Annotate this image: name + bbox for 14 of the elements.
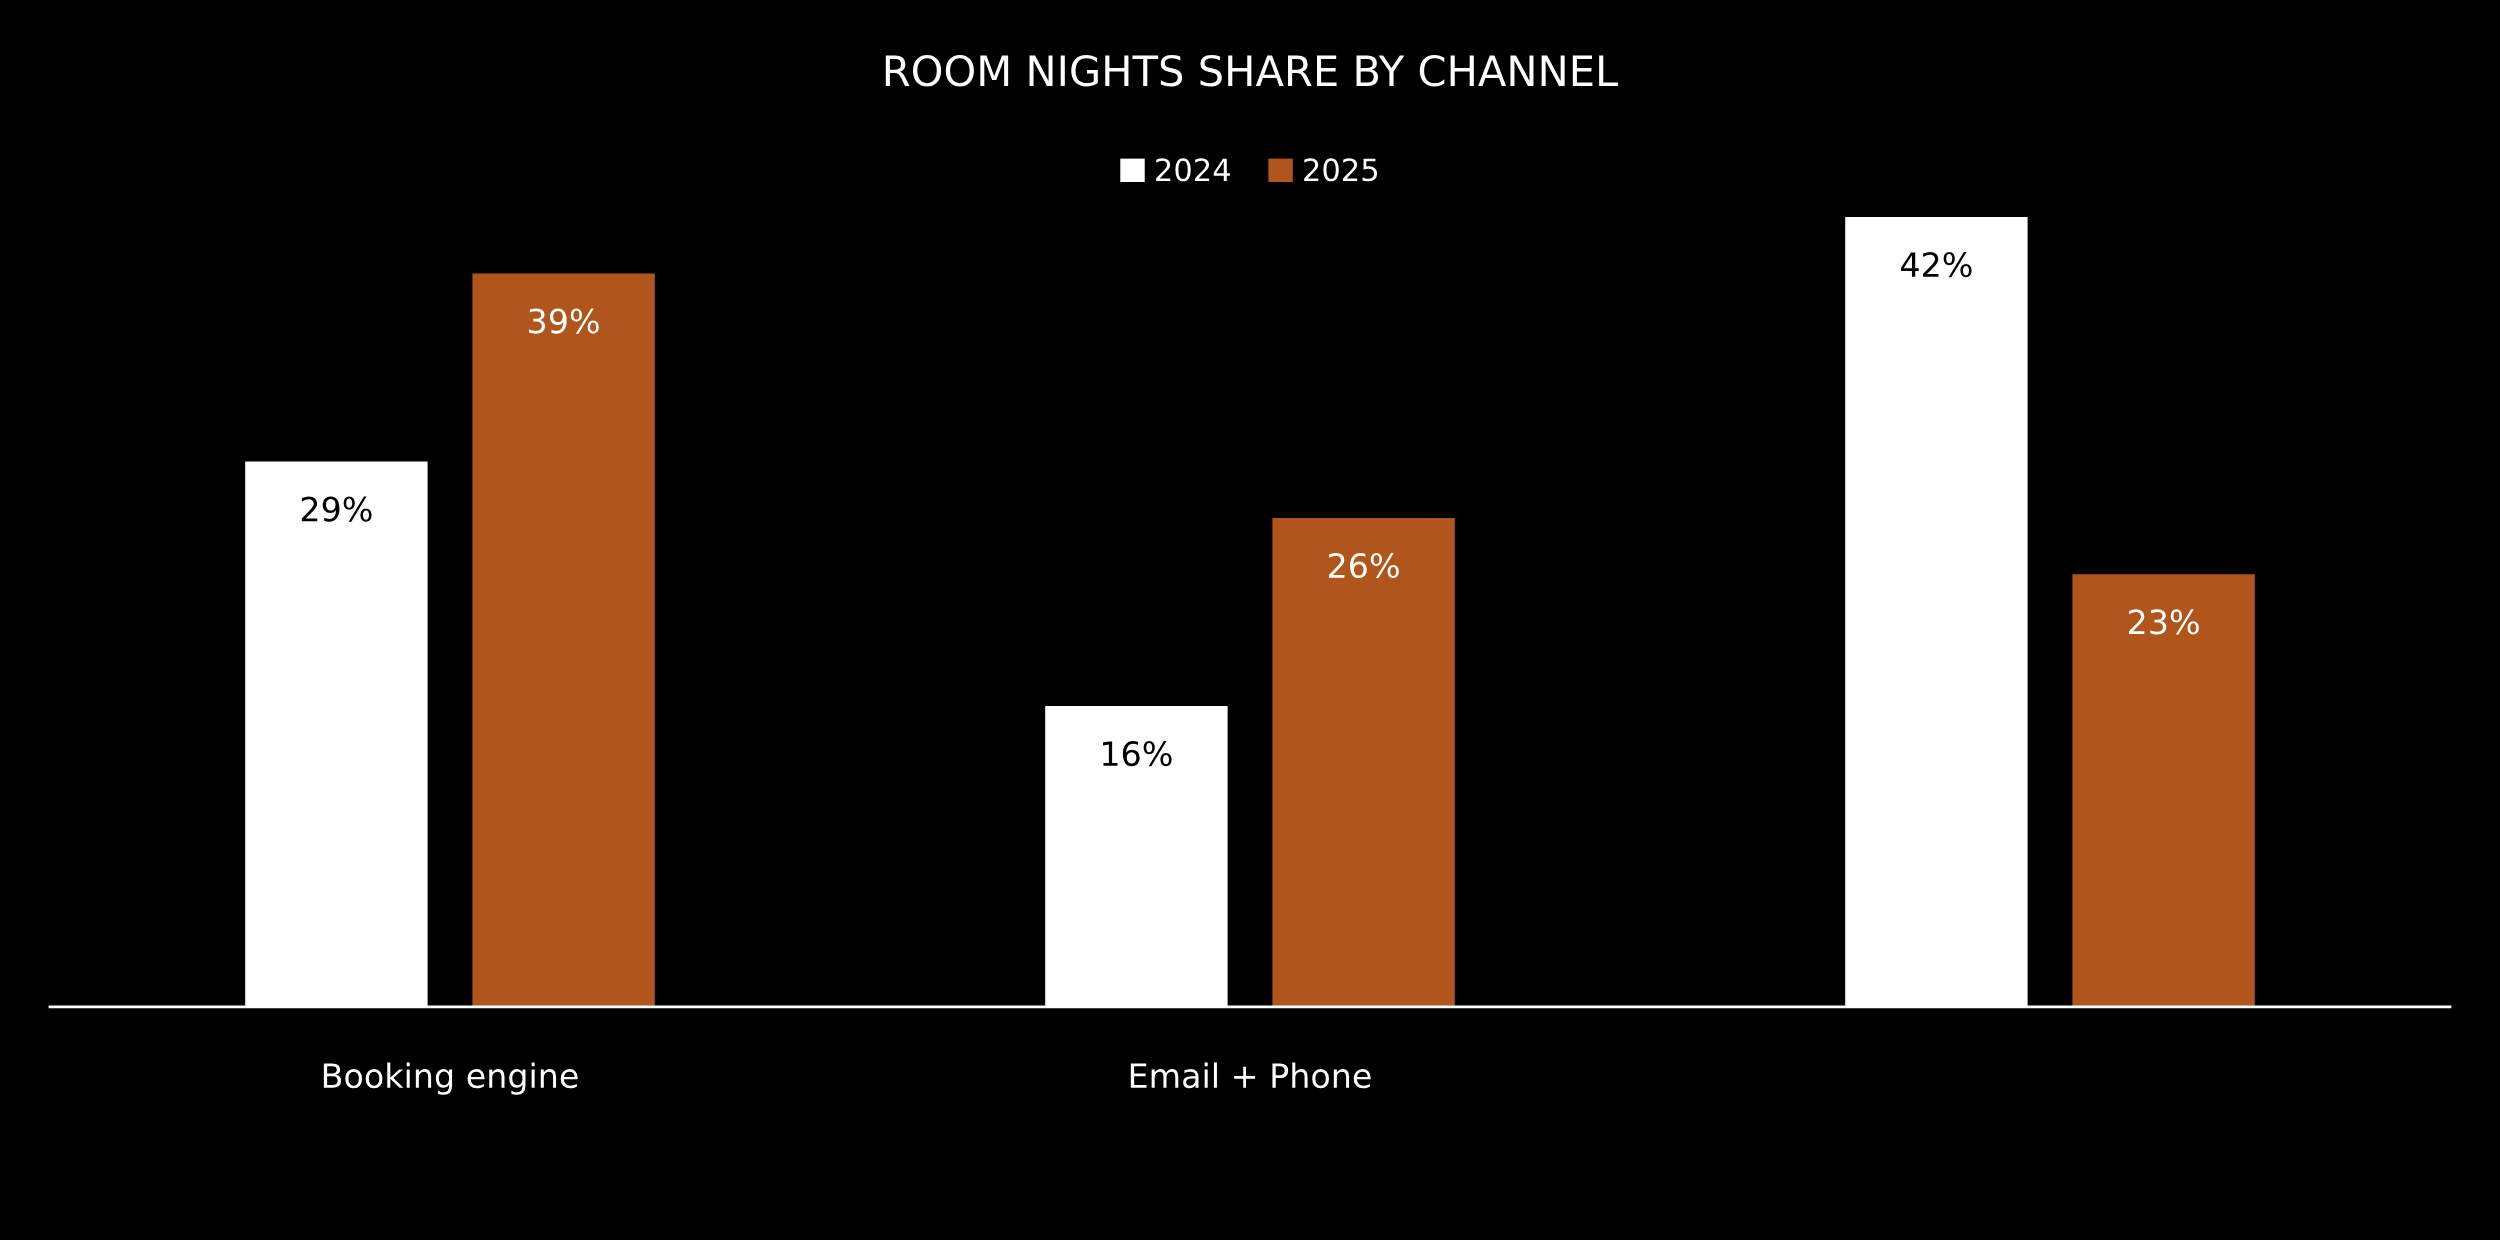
x-tick-label: Booking engine <box>323 1062 578 1095</box>
chart-title: ROOM NIGHTS SHARE BY CHANNEL <box>885 54 1619 87</box>
data-label: 29% <box>301 496 372 522</box>
legend-label: 2024 <box>1156 158 1230 182</box>
bar <box>2072 574 2255 1007</box>
legend-label: 2025 <box>1304 158 1378 182</box>
bar <box>1272 517 1455 1007</box>
data-label: 23% <box>2129 609 2199 635</box>
data-label: 26% <box>1329 552 1399 579</box>
bar <box>472 273 655 1007</box>
data-label: 42% <box>1900 251 1972 278</box>
data-label: 39% <box>529 308 599 334</box>
x-tick-label: Email + Phone <box>1130 1062 1371 1089</box>
data-label: 16% <box>1103 740 1172 767</box>
